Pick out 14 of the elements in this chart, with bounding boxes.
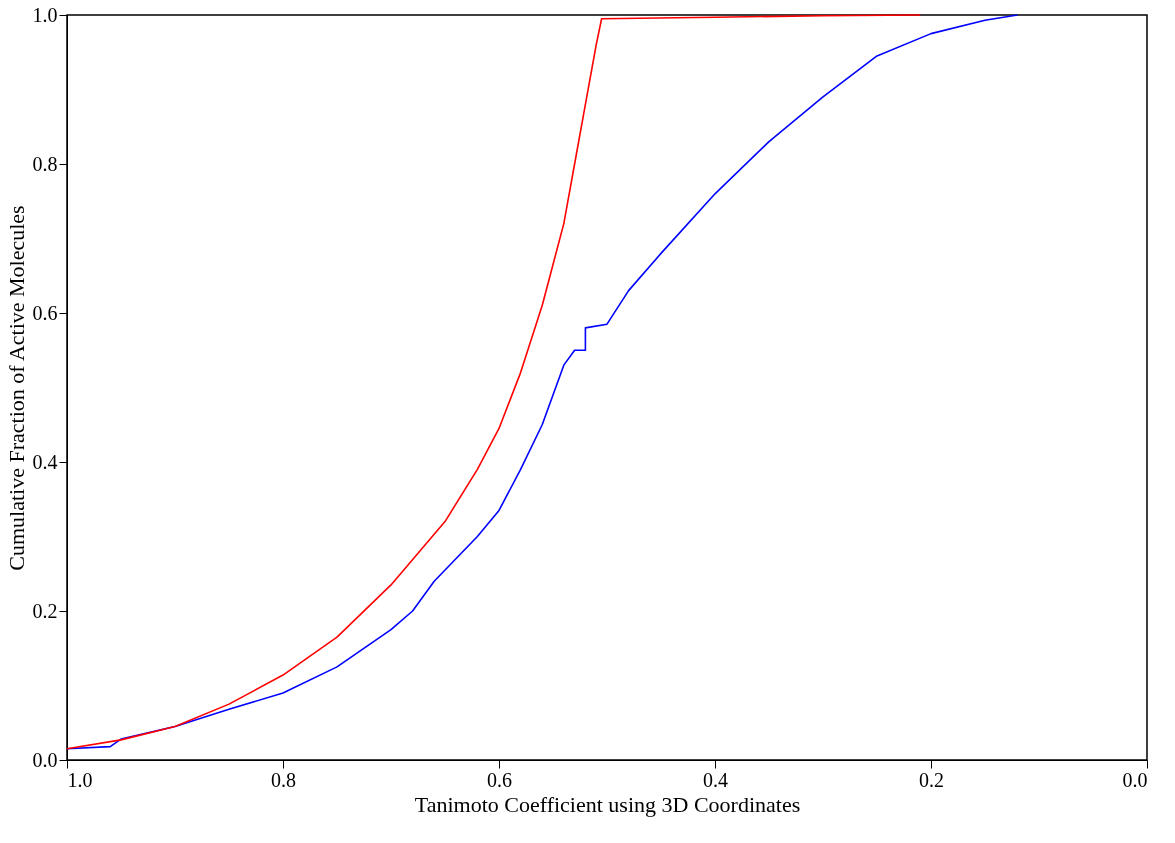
- y-tick-label: 0.8: [32, 152, 58, 175]
- x-tick-label: 1.0: [67, 768, 93, 791]
- y-tick-label: 1.0: [32, 3, 58, 26]
- y-tick-label: 0.4: [32, 450, 58, 473]
- x-tick-label: 0.0: [1122, 768, 1148, 791]
- y-tick-label: 0.2: [32, 599, 58, 622]
- y-tick-label: 0.6: [32, 301, 58, 324]
- x-tick-label: 0.4: [703, 768, 728, 791]
- x-tick-label: 0.2: [919, 768, 944, 791]
- y-tick-label: 0.0: [32, 748, 58, 771]
- x-tick-label: 0.6: [487, 768, 512, 791]
- x-tick-label: 0.8: [271, 768, 296, 791]
- x-axis-title: Tanimoto Coefficient using 3D Coordinates: [414, 791, 801, 817]
- y-axis-title: Cumulative Fraction of Active Molecules: [3, 205, 29, 571]
